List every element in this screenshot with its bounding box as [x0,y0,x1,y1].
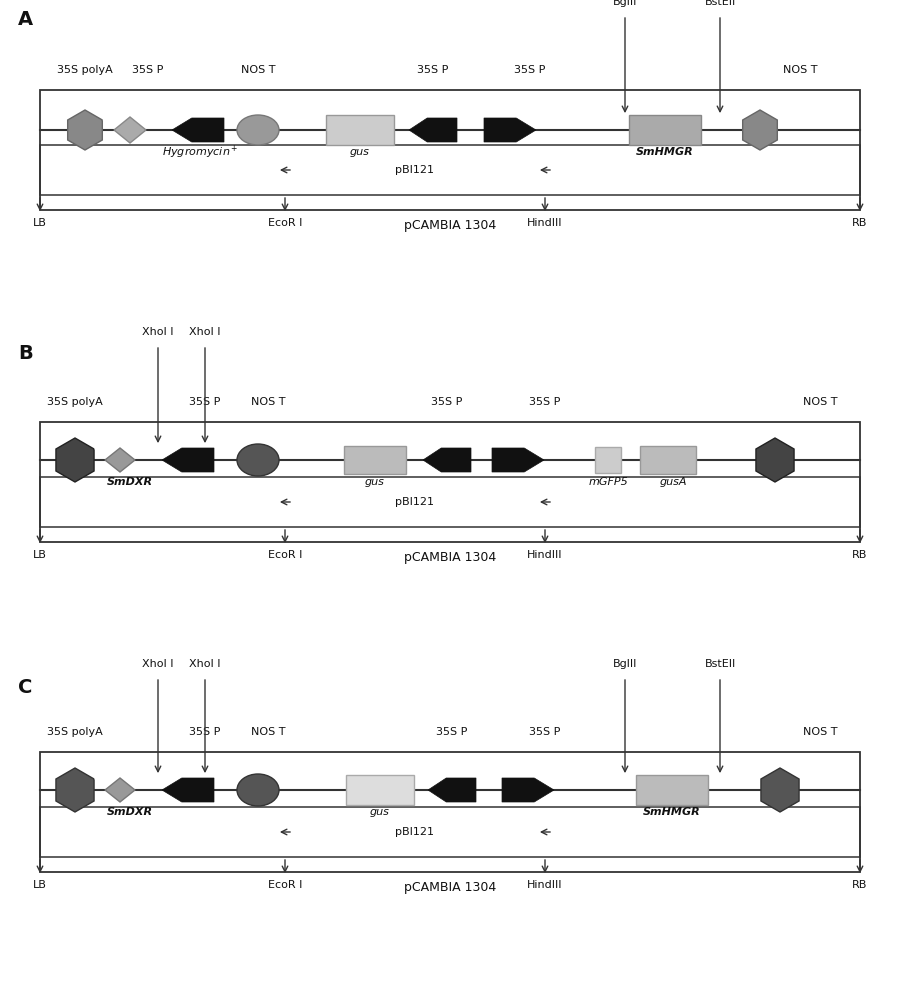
Text: 35S P: 35S P [132,65,164,75]
Text: EcoR I: EcoR I [268,218,302,228]
Text: pBI121: pBI121 [396,827,434,837]
Text: B: B [18,344,32,363]
Text: pCAMBIA 1304: pCAMBIA 1304 [404,550,496,564]
Text: HindIII: HindIII [527,880,563,890]
Text: BglII: BglII [613,659,637,669]
Bar [40,422,860,542]
Polygon shape [172,118,224,142]
Text: SmDXR: SmDXR [107,807,153,817]
Polygon shape [114,117,146,143]
Text: NOS T: NOS T [250,727,286,737]
Text: LB: LB [33,218,47,228]
Ellipse shape [237,444,279,476]
Polygon shape [502,778,554,802]
Text: HindIII: HindIII [527,550,563,560]
Polygon shape [162,778,214,802]
Text: 35S P: 35S P [432,397,463,407]
Bar [595,447,621,473]
Text: 35S P: 35S P [514,65,546,75]
Text: BglII: BglII [613,0,637,7]
Text: BstEII: BstEII [705,659,735,669]
Text: 35S P: 35S P [529,727,560,737]
Text: BstEII: BstEII [705,0,735,7]
Text: NOS T: NOS T [803,727,837,737]
Text: A: A [18,10,33,29]
Polygon shape [68,110,103,150]
Polygon shape [162,448,214,472]
Polygon shape [492,448,544,472]
Ellipse shape [237,774,279,806]
Text: gus: gus [370,807,390,817]
Text: gusA: gusA [660,477,687,487]
Text: LB: LB [33,550,47,560]
Text: pBI121: pBI121 [396,165,434,175]
Text: gus: gus [365,477,385,487]
Text: gus: gus [350,147,370,157]
Text: Hygromycin$^+$: Hygromycin$^+$ [162,143,238,161]
Text: 35S polyA: 35S polyA [57,65,113,75]
Ellipse shape [237,115,279,145]
Text: 35S polyA: 35S polyA [47,397,103,407]
Text: RB: RB [852,880,868,890]
Text: XhoI I: XhoI I [189,327,221,337]
Bar [629,115,701,145]
Polygon shape [56,438,94,482]
Text: LB: LB [33,880,47,890]
Polygon shape [742,110,778,150]
Text: XhoI I: XhoI I [142,659,174,669]
Text: EcoR I: EcoR I [268,550,302,560]
Bar [40,752,860,872]
Text: NOS T: NOS T [803,397,837,407]
Polygon shape [56,768,94,812]
Text: NOS T: NOS T [250,397,286,407]
Text: SmDXR: SmDXR [107,477,153,487]
Text: 35S P: 35S P [529,397,560,407]
Polygon shape [428,778,476,802]
Text: pBI121: pBI121 [396,497,434,507]
Bar [636,775,708,805]
Bar [40,90,860,210]
Bar [346,775,414,805]
Bar [40,477,860,527]
Text: RB: RB [852,218,868,228]
Text: pCAMBIA 1304: pCAMBIA 1304 [404,880,496,894]
Bar [326,115,394,145]
Text: RB: RB [852,550,868,560]
Text: XhoI I: XhoI I [142,327,174,337]
Polygon shape [409,118,457,142]
Text: 35S P: 35S P [436,727,468,737]
Polygon shape [756,438,794,482]
Polygon shape [105,448,135,472]
Text: pCAMBIA 1304: pCAMBIA 1304 [404,219,496,232]
Text: mGFP5: mGFP5 [588,477,628,487]
Text: SmHMGR: SmHMGR [643,807,701,817]
Bar [40,145,860,195]
Text: 35S P: 35S P [417,65,449,75]
Polygon shape [423,448,471,472]
Text: HindIII: HindIII [527,218,563,228]
Text: EcoR I: EcoR I [268,880,302,890]
Text: 35S polyA: 35S polyA [47,727,103,737]
Bar [40,807,860,857]
Text: SmHMGR: SmHMGR [636,147,694,157]
Polygon shape [761,768,799,812]
Text: NOS T: NOS T [241,65,275,75]
Polygon shape [484,118,536,142]
Bar [344,446,406,474]
Polygon shape [105,778,135,802]
Bar [640,446,696,474]
Text: 35S P: 35S P [189,397,221,407]
Text: C: C [18,678,32,697]
Text: 35S P: 35S P [189,727,221,737]
Text: NOS T: NOS T [783,65,817,75]
Text: XhoI I: XhoI I [189,659,221,669]
